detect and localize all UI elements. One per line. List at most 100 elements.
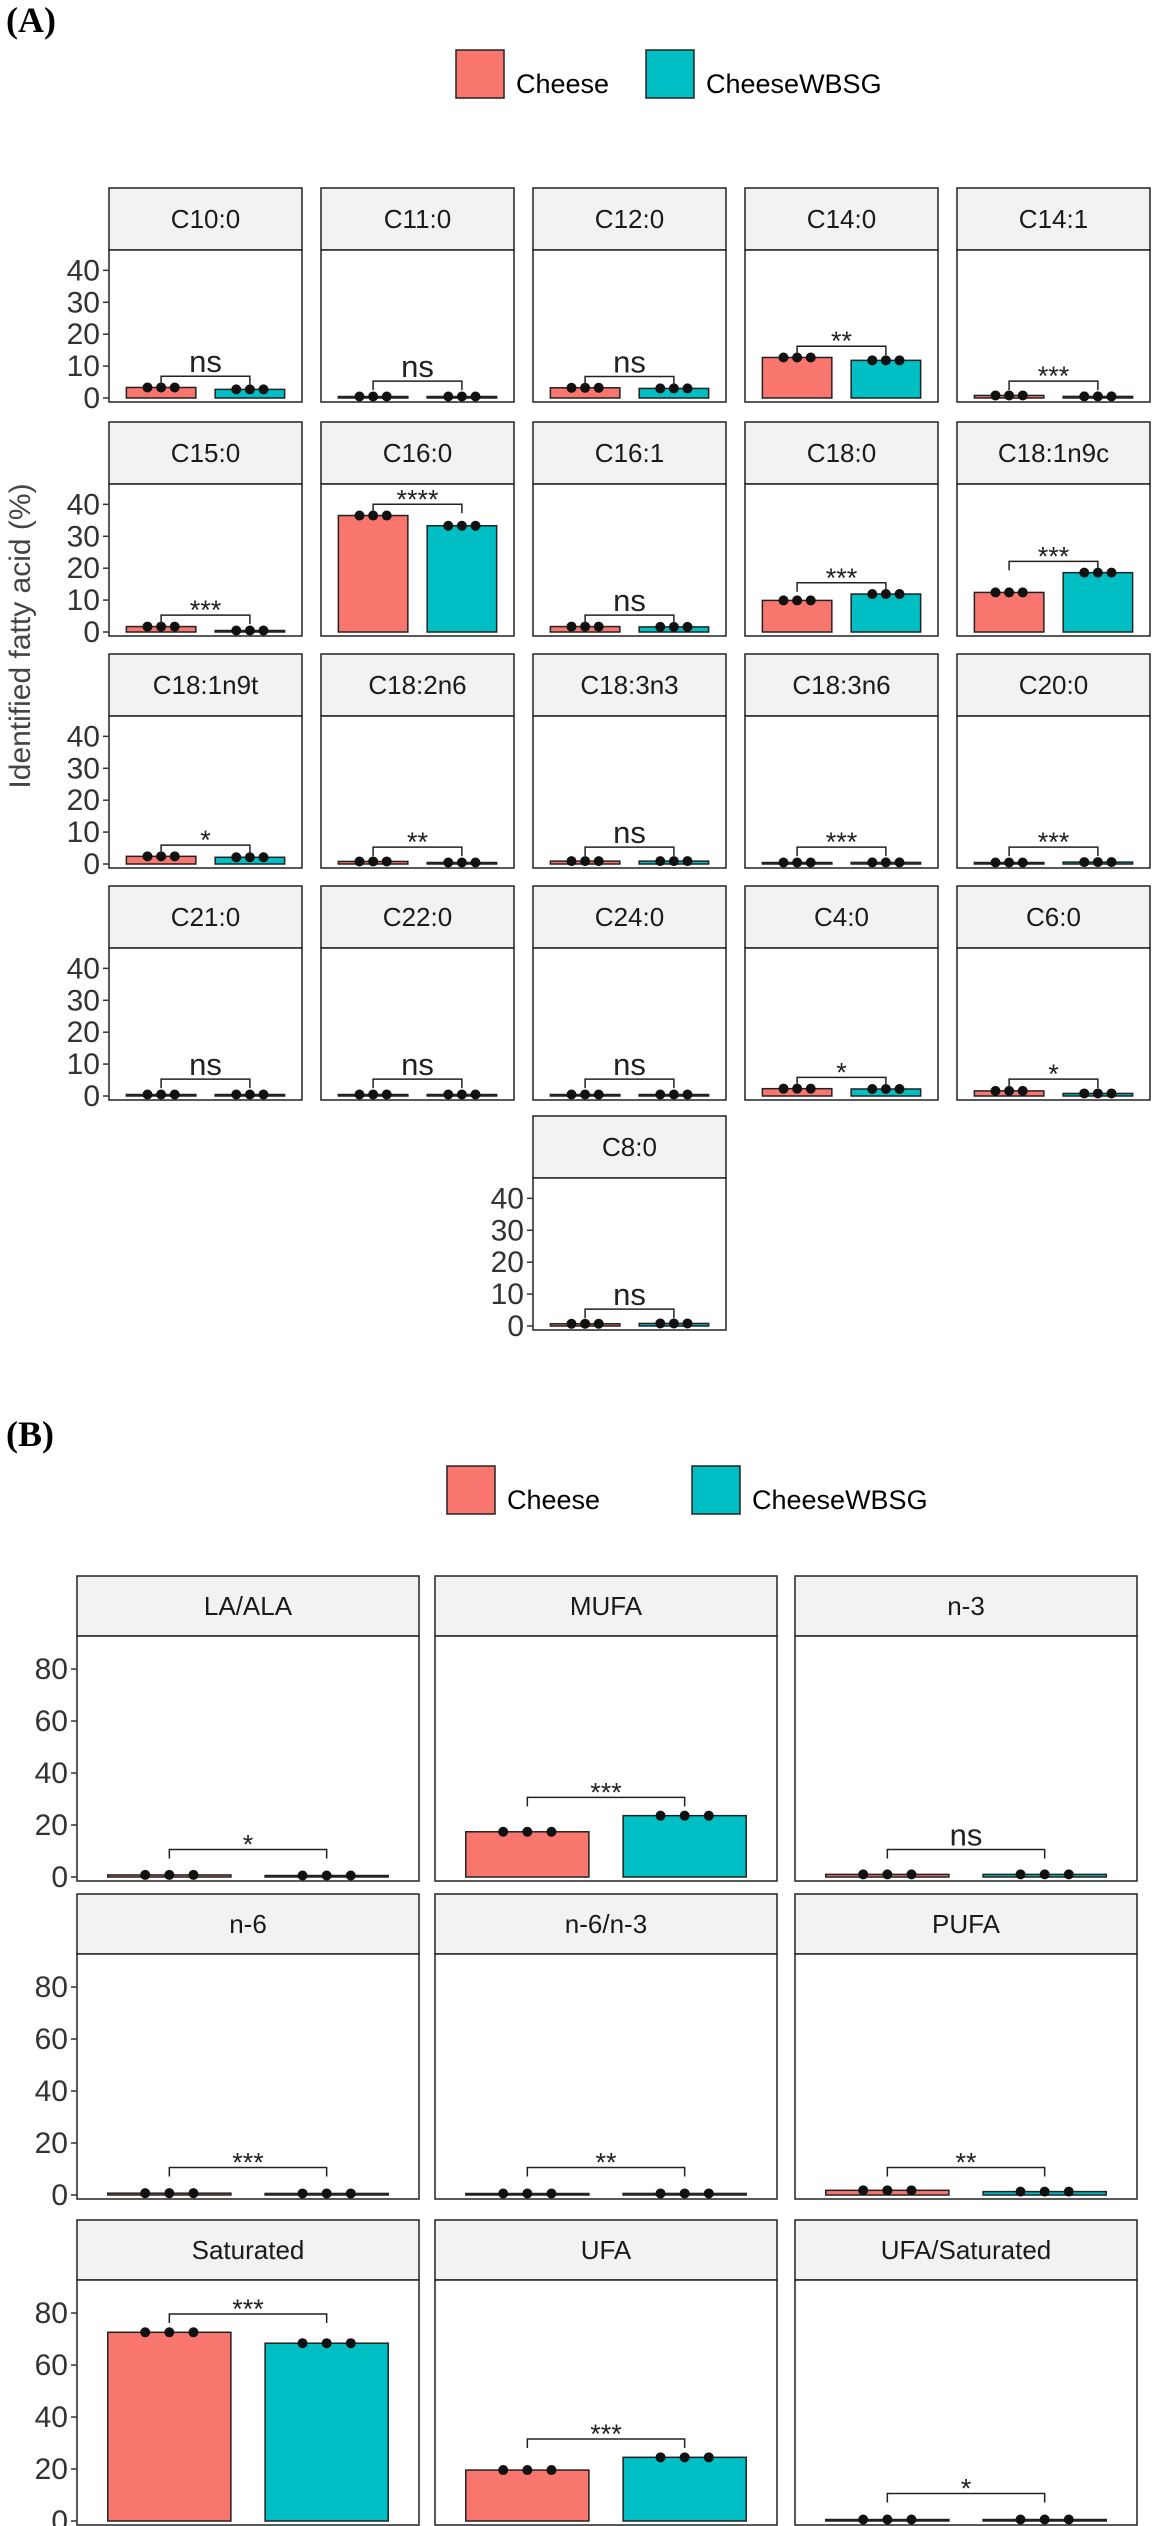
facet-strip	[320, 187, 515, 251]
data-point	[593, 1089, 604, 1100]
facet-c4-0: C4:0 *	[744, 885, 939, 1101]
significance-label: ns	[189, 1047, 222, 1082]
data-point	[140, 2188, 151, 2199]
data-point	[792, 857, 803, 868]
facet-c18-3n6: C18:3n6 ***	[744, 653, 939, 869]
facet-mufa: MUFA ***	[434, 1575, 778, 1882]
data-point	[655, 383, 666, 394]
data-point	[593, 856, 604, 867]
data-point	[498, 2465, 509, 2476]
facet-title: C18:3n6	[792, 670, 890, 700]
significance-bracket	[886, 2166, 1046, 2177]
data-point	[703, 2188, 714, 2199]
data-point	[1079, 567, 1090, 578]
significance-label: ns	[613, 345, 646, 380]
facet-title: n-6	[229, 1909, 267, 1939]
legend: Cheese CheeseWBSG	[455, 49, 882, 99]
facet-n-6-n-3: n-6/n-3 **	[434, 1893, 778, 2200]
significance-label: *	[243, 1830, 254, 1860]
y-tick-label: 80	[35, 1653, 68, 1686]
facet-pufa: PUFA **	[794, 1893, 1138, 2200]
y-tick-label: 60	[35, 2023, 68, 2056]
data-point	[258, 625, 269, 636]
plot-frame	[320, 715, 515, 869]
significance-bracket	[168, 1848, 328, 1859]
plot-frame	[532, 483, 727, 637]
significance-label: ***	[232, 2294, 264, 2324]
significance-label: ***	[826, 563, 858, 593]
facet-title: C14:0	[807, 204, 876, 234]
data-point	[655, 1810, 666, 1821]
data-point	[231, 625, 242, 636]
significance-bracket	[1008, 560, 1099, 571]
data-point	[580, 1318, 591, 1329]
facet-strip	[744, 187, 939, 251]
plot-frame	[76, 1953, 420, 2200]
y-tick-label: 60	[35, 1705, 68, 1738]
data-point	[1079, 391, 1090, 402]
significance-bracket	[372, 380, 463, 391]
data-point	[164, 2188, 175, 2199]
bar-cheesewbsg	[850, 359, 922, 399]
data-point	[381, 510, 392, 521]
plot-frame	[320, 249, 515, 403]
significance-label: ns	[401, 349, 434, 384]
facet-c18-0: C18:0 ***	[744, 421, 939, 637]
data-point	[882, 1869, 893, 1880]
data-point	[470, 857, 481, 868]
significance-bracket	[584, 1308, 675, 1319]
data-point	[231, 384, 242, 395]
data-point	[682, 856, 693, 867]
plot-frame	[532, 715, 727, 869]
data-point	[345, 2188, 356, 2199]
data-point	[792, 1083, 803, 1094]
data-point	[321, 2188, 332, 2199]
data-point	[566, 1089, 577, 1100]
facet-la-ala: LA/ALA 0 20 40 60 80 *	[35, 1575, 420, 1894]
y-tick-label: 20	[491, 1246, 524, 1279]
significance-label: ****	[396, 484, 439, 514]
significance-bracket	[886, 2492, 1046, 2503]
significance-label: ***	[1038, 361, 1070, 391]
data-point	[593, 1318, 604, 1329]
data-point	[443, 391, 454, 402]
data-point	[1092, 857, 1103, 868]
facet-strip	[956, 187, 1151, 251]
y-tick-label: 40	[67, 952, 100, 985]
bar-cheesewbsg	[264, 2342, 389, 2522]
legend: Cheese CheeseWBSG	[446, 1465, 928, 1515]
significance-bracket	[526, 2438, 686, 2449]
facet-ufa-saturated: UFA/Saturated *	[794, 2219, 1138, 2526]
data-point	[156, 1089, 167, 1100]
y-tick-label: 0	[83, 616, 100, 649]
facet-strip	[794, 2219, 1138, 2281]
plot-frame	[956, 715, 1151, 869]
plot-frame	[956, 249, 1151, 403]
data-point	[906, 1869, 917, 1880]
significance-label: ***	[190, 595, 222, 625]
facet-strip	[320, 653, 515, 717]
data-point	[297, 2338, 308, 2349]
facet-title: LA/ALA	[204, 1591, 293, 1621]
data-point	[655, 1318, 666, 1329]
data-point	[894, 857, 905, 868]
data-point	[443, 857, 454, 868]
plot-frame	[794, 2279, 1138, 2526]
bar-cheesewbsg	[622, 1814, 747, 1878]
facet-title: Saturated	[192, 2235, 305, 2265]
data-point	[867, 589, 878, 600]
facet-saturated: Saturated 0 20 40 60 80 ***	[35, 2219, 420, 2526]
legend-label-cheese: Cheese	[516, 69, 609, 99]
facet-c11-0: C11:0 ns	[320, 187, 515, 403]
data-point	[345, 2338, 356, 2349]
data-point	[593, 382, 604, 393]
data-point	[381, 391, 392, 402]
data-point	[580, 382, 591, 393]
facet-strip	[744, 885, 939, 949]
facet-title: C22:0	[383, 902, 452, 932]
bar-cheese	[107, 2331, 232, 2522]
y-tick-label: 30	[67, 984, 100, 1017]
